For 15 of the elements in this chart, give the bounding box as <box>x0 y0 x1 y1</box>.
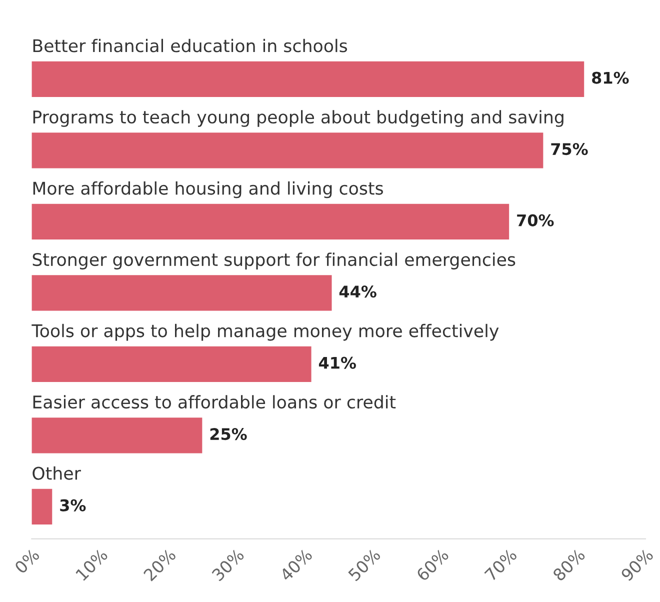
y-tick-label: Programs to teach young people about budgeting and saving <box>33 110 564 127</box>
data-label: 81% <box>592 72 629 84</box>
data-label: 25% <box>210 428 247 440</box>
data-label: 3% <box>60 499 86 512</box>
y-tick-label: More affordable housing and living costs <box>33 181 383 198</box>
data-label: 75% <box>551 142 588 156</box>
y-tick-label: Easier access to affordable loans or credit <box>33 395 396 409</box>
data-label: 41% <box>318 356 356 369</box>
y-tick-label: Better financial education in schools <box>33 38 348 52</box>
data-label: 70% <box>517 214 554 226</box>
data-label: 44% <box>339 286 376 298</box>
y-tick-label: Tools or apps to help manage money more effectively <box>32 324 499 341</box>
y-tick-label: Stronger government support for financial emergencies <box>32 252 516 270</box>
x-tick-label: 0% <box>14 548 40 574</box>
y-tick-label: Other <box>32 466 81 480</box>
